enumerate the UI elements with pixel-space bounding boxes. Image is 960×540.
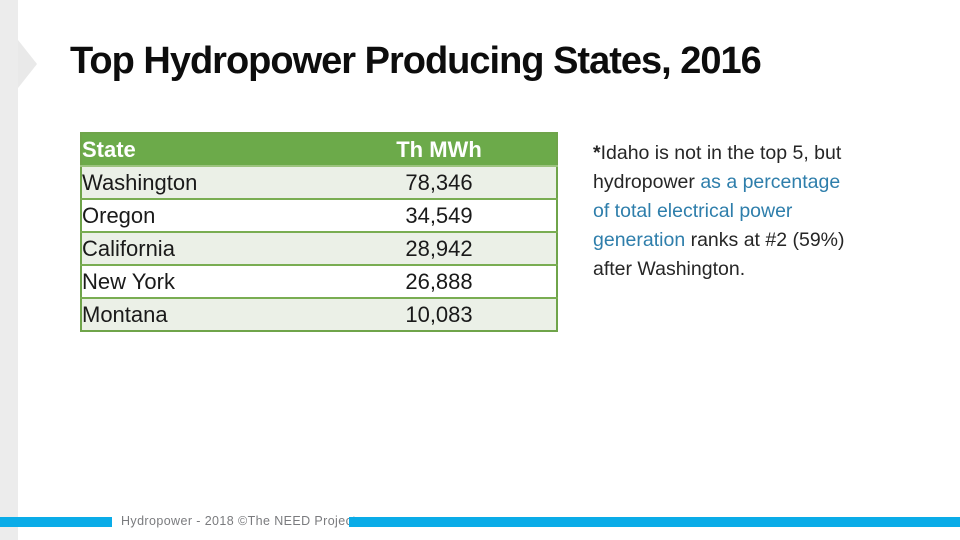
idaho-note: *Idaho is not in the top 5, but hydropowe… [593, 139, 913, 284]
note-line: hydropower as a percentage [593, 168, 913, 197]
footer-bar-left [0, 517, 112, 527]
note-highlight-text: of total electrical power [593, 200, 793, 222]
left-accent-strip [0, 0, 18, 540]
table-header-row: State Th MWh [81, 133, 557, 167]
note-text: Idaho is not in the top 5, but [600, 142, 842, 164]
cell-state: Washington [81, 166, 322, 200]
note-text: * [593, 142, 601, 164]
note-text: after Washington. [593, 258, 746, 280]
note-text: hydropower [593, 171, 701, 193]
table-body: Washington 78,346 Oregon 34,549 California 28… [81, 166, 557, 331]
note-text: ranks at #2 (59%) [685, 229, 845, 251]
note-highlight-text: generation [593, 229, 686, 251]
cell-th-mwh: 78,346 [322, 166, 557, 200]
column-header-state: State [81, 133, 322, 167]
cell-state: California [81, 232, 322, 266]
cell-state: Montana [81, 298, 322, 331]
table-row: California 28,942 [81, 232, 557, 266]
cell-th-mwh: 34,549 [322, 199, 557, 233]
states-table: State Th MWh Washington 78,346 Oregon 34,54… [80, 132, 558, 332]
footer-bar-right [349, 517, 960, 527]
note-line: generation ranks at #2 (59%) [593, 226, 913, 255]
note-highlight-text: as a percentage [700, 171, 841, 193]
cell-state: New York [81, 265, 322, 299]
column-header-th-mwh: Th MWh [322, 133, 557, 167]
note-line: *Idaho is not in the top 5, but [593, 139, 913, 168]
table-row: Washington 78,346 [81, 166, 557, 200]
chevron-right-icon [18, 40, 37, 88]
cell-state: Oregon [81, 199, 322, 233]
note-line: after Washington. [593, 255, 913, 284]
cell-th-mwh: 26,888 [322, 265, 557, 299]
cell-th-mwh: 10,083 [322, 298, 557, 331]
footer-credit: Hydropower - 2018 ©The NEED Project [121, 514, 357, 528]
slide-title: Top Hydropower Producing States, 2016 [70, 40, 762, 82]
table-row: New York 26,888 [81, 265, 557, 299]
cell-th-mwh: 28,942 [322, 232, 557, 266]
note-line: of total electrical power [593, 197, 913, 226]
table-row: Oregon 34,549 [81, 199, 557, 233]
table-row: Montana 10,083 [81, 298, 557, 331]
